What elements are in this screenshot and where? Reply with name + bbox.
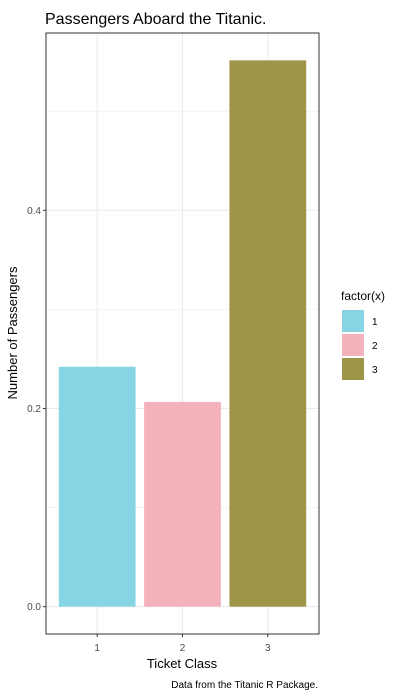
legend-label: 2 xyxy=(372,341,378,352)
y-axis-title: Number of Passengers xyxy=(5,266,20,399)
x-axis-title: Ticket Class xyxy=(147,656,218,671)
x-tick-label: 1 xyxy=(94,643,100,654)
legend-title: factor(x) xyxy=(341,289,385,303)
y-tick-label: 0.0 xyxy=(27,602,41,613)
legend-label: 3 xyxy=(372,365,378,376)
x-tick-label: 2 xyxy=(180,643,186,654)
y-tick-label: 0.4 xyxy=(27,206,41,217)
legend-key-3 xyxy=(342,358,364,380)
bar-class-3 xyxy=(229,60,307,607)
bar-class-2 xyxy=(144,401,221,607)
y-axis-ticks: 0.0 0.2 0.4 xyxy=(27,206,46,613)
x-tick-label: 3 xyxy=(265,643,271,654)
x-axis-ticks: 1 2 3 xyxy=(94,634,271,654)
legend-key-2 xyxy=(342,334,364,356)
caption: Data from the Titanic R Package. xyxy=(171,680,318,691)
bar-class-1 xyxy=(58,366,136,607)
bars xyxy=(58,60,307,607)
legend-key-1 xyxy=(342,310,364,332)
legend-label: 1 xyxy=(372,317,378,328)
y-tick-label: 0.2 xyxy=(27,404,41,415)
plot-panel xyxy=(45,32,320,635)
legend: factor(x) 1 2 3 xyxy=(341,289,385,380)
chart-title: Passengers Aboard the Titanic. xyxy=(45,11,266,28)
